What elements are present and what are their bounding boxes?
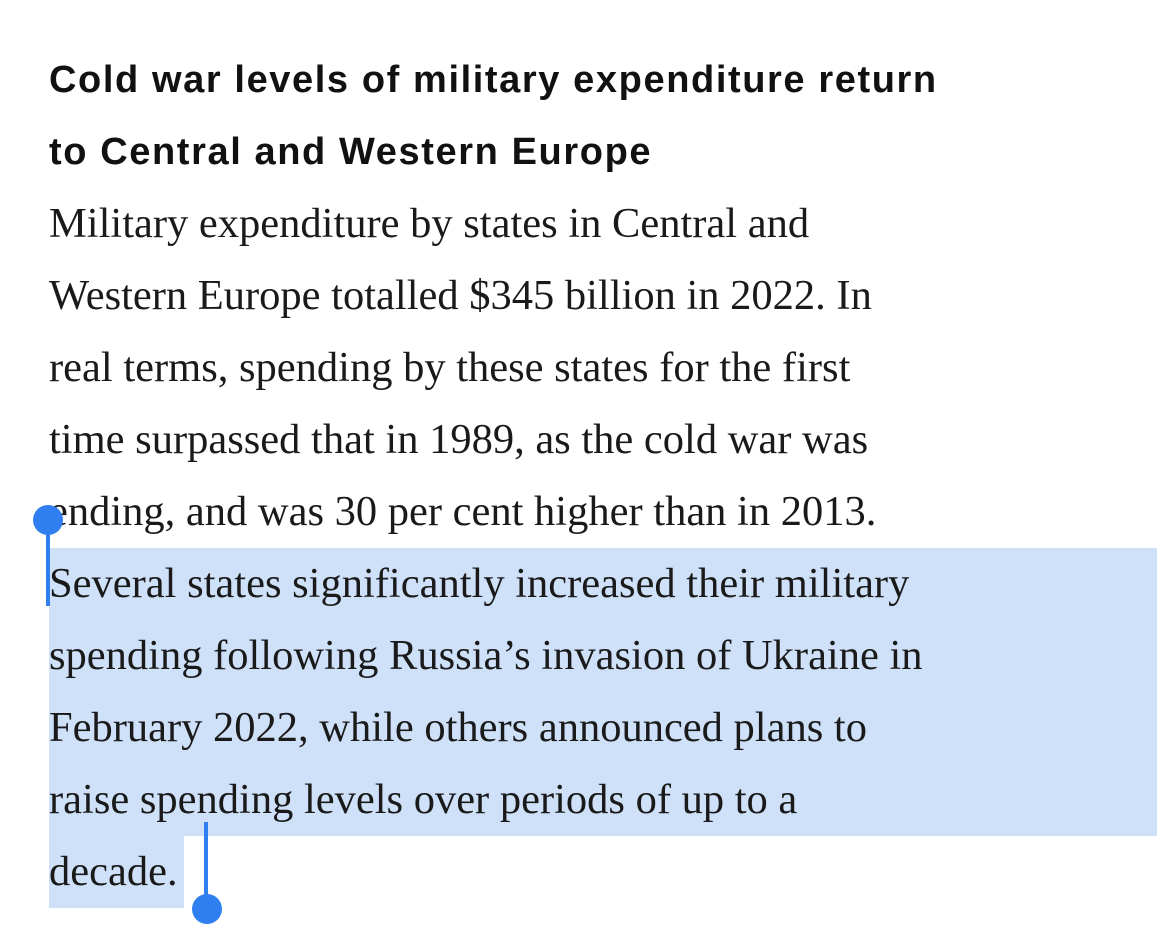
paragraph-line[interactable]: real terms, spending by these states for… xyxy=(49,344,851,391)
paragraph-line[interactable]: ending, and was 30 per cent higher than … xyxy=(49,488,877,535)
selection-end-handle-knob[interactable] xyxy=(192,894,222,924)
headline: Cold war levels of military expenditure … xyxy=(49,44,1139,188)
selection-start-handle-knob[interactable] xyxy=(33,505,63,535)
selection-end-handle[interactable] xyxy=(204,822,208,898)
article: Cold war levels of military expenditure … xyxy=(49,44,1157,908)
selected-line[interactable]: Several states significantly increased t… xyxy=(49,548,1157,620)
paragraph-line[interactable]: time surpassed that in 1989, as the cold… xyxy=(49,416,869,463)
headline-line: to Central and Western Europe xyxy=(49,131,653,173)
article-paragraph[interactable]: Military expenditure by states in Centra… xyxy=(49,188,1157,908)
selection-start-handle[interactable] xyxy=(46,530,50,606)
selected-line[interactable]: decade. xyxy=(49,836,184,908)
selected-line[interactable]: February 2022, while others announced pl… xyxy=(49,692,1157,764)
paragraph-line[interactable]: Military expenditure by states in Centra… xyxy=(49,200,810,247)
selected-text[interactable]: Several states significantly increased t… xyxy=(49,548,1157,908)
selected-line[interactable]: spending following Russia’s invasion of … xyxy=(49,620,1157,692)
paragraph-line[interactable]: Western Europe totalled $345 billion in … xyxy=(49,272,872,319)
headline-line: Cold war levels of military expenditure … xyxy=(49,59,938,101)
selected-line[interactable]: raise spending levels over periods of up… xyxy=(49,764,1157,836)
